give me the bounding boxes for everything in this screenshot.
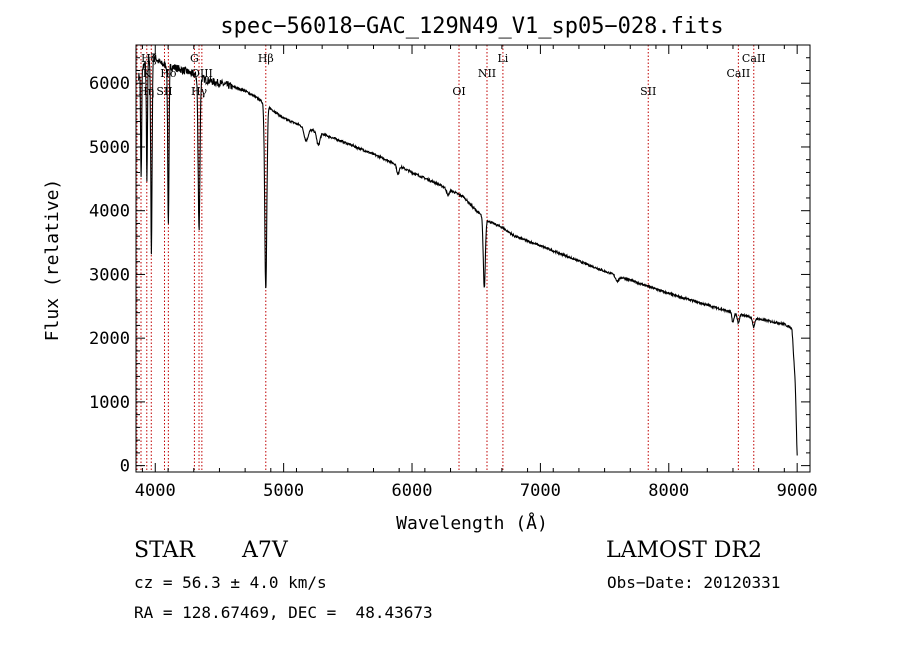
y-axis-label: Flux (relative): [42, 179, 63, 342]
obs-date-text: Obs−Date: 20120331: [607, 573, 781, 592]
line-marker-label: Li: [497, 52, 508, 65]
line-marker-label: G: [190, 52, 199, 65]
object-subclass: A7V: [242, 538, 288, 563]
line-marker-label: K: [143, 67, 152, 80]
x-axis-label: Wavelength (Å): [396, 512, 548, 534]
y-tick-label: 3000: [89, 265, 130, 285]
y-tick-label: 5000: [89, 138, 130, 158]
flux-line: [138, 54, 798, 456]
line-marker-label: CaII: [727, 67, 751, 80]
x-tick-label: 9000: [777, 481, 818, 501]
redshift-text: cz = 56.3 ± 4.0 km/s: [134, 573, 327, 592]
object-class: STAR: [134, 538, 195, 563]
x-tick-label: 8000: [648, 481, 689, 501]
y-tick-label: 4000: [89, 202, 130, 222]
line-marker-label: Hγ: [191, 85, 208, 98]
y-tick-label: 0: [120, 457, 130, 477]
x-tick-label: 4000: [135, 481, 176, 501]
x-axis: 4000 5000 6000 7000 8000 9000: [135, 45, 818, 501]
line-marker-label: Hβ: [258, 52, 274, 65]
coordinates-text: RA = 128.67469, DEC = 48.43673: [134, 603, 433, 622]
y-tick-label: 1000: [89, 393, 130, 413]
x-tick-label: 6000: [392, 481, 433, 501]
line-marker-label: SII: [156, 85, 172, 98]
line-marker-label: OI: [452, 85, 465, 98]
spectrum: [138, 54, 798, 456]
y-tick-label: 6000: [89, 74, 130, 94]
line-marker-label: CaII: [742, 52, 766, 65]
x-tick-label: 7000: [520, 481, 561, 501]
y-axis: 0 1000 2000 3000 4000 5000 6000: [89, 57, 810, 477]
line-marker-label: H: [146, 52, 156, 65]
plot-frame: [135, 44, 811, 473]
line-marker-label: NII: [478, 67, 496, 80]
y-tick-label: 2000: [89, 329, 130, 349]
chart-title: spec−56018−GAC_129N49_V1_sp05−028.fits: [220, 14, 723, 39]
survey-name: LAMOST DR2: [606, 538, 762, 563]
x-tick-label: 5000: [263, 481, 304, 501]
line-marker-label: SII: [640, 85, 656, 98]
